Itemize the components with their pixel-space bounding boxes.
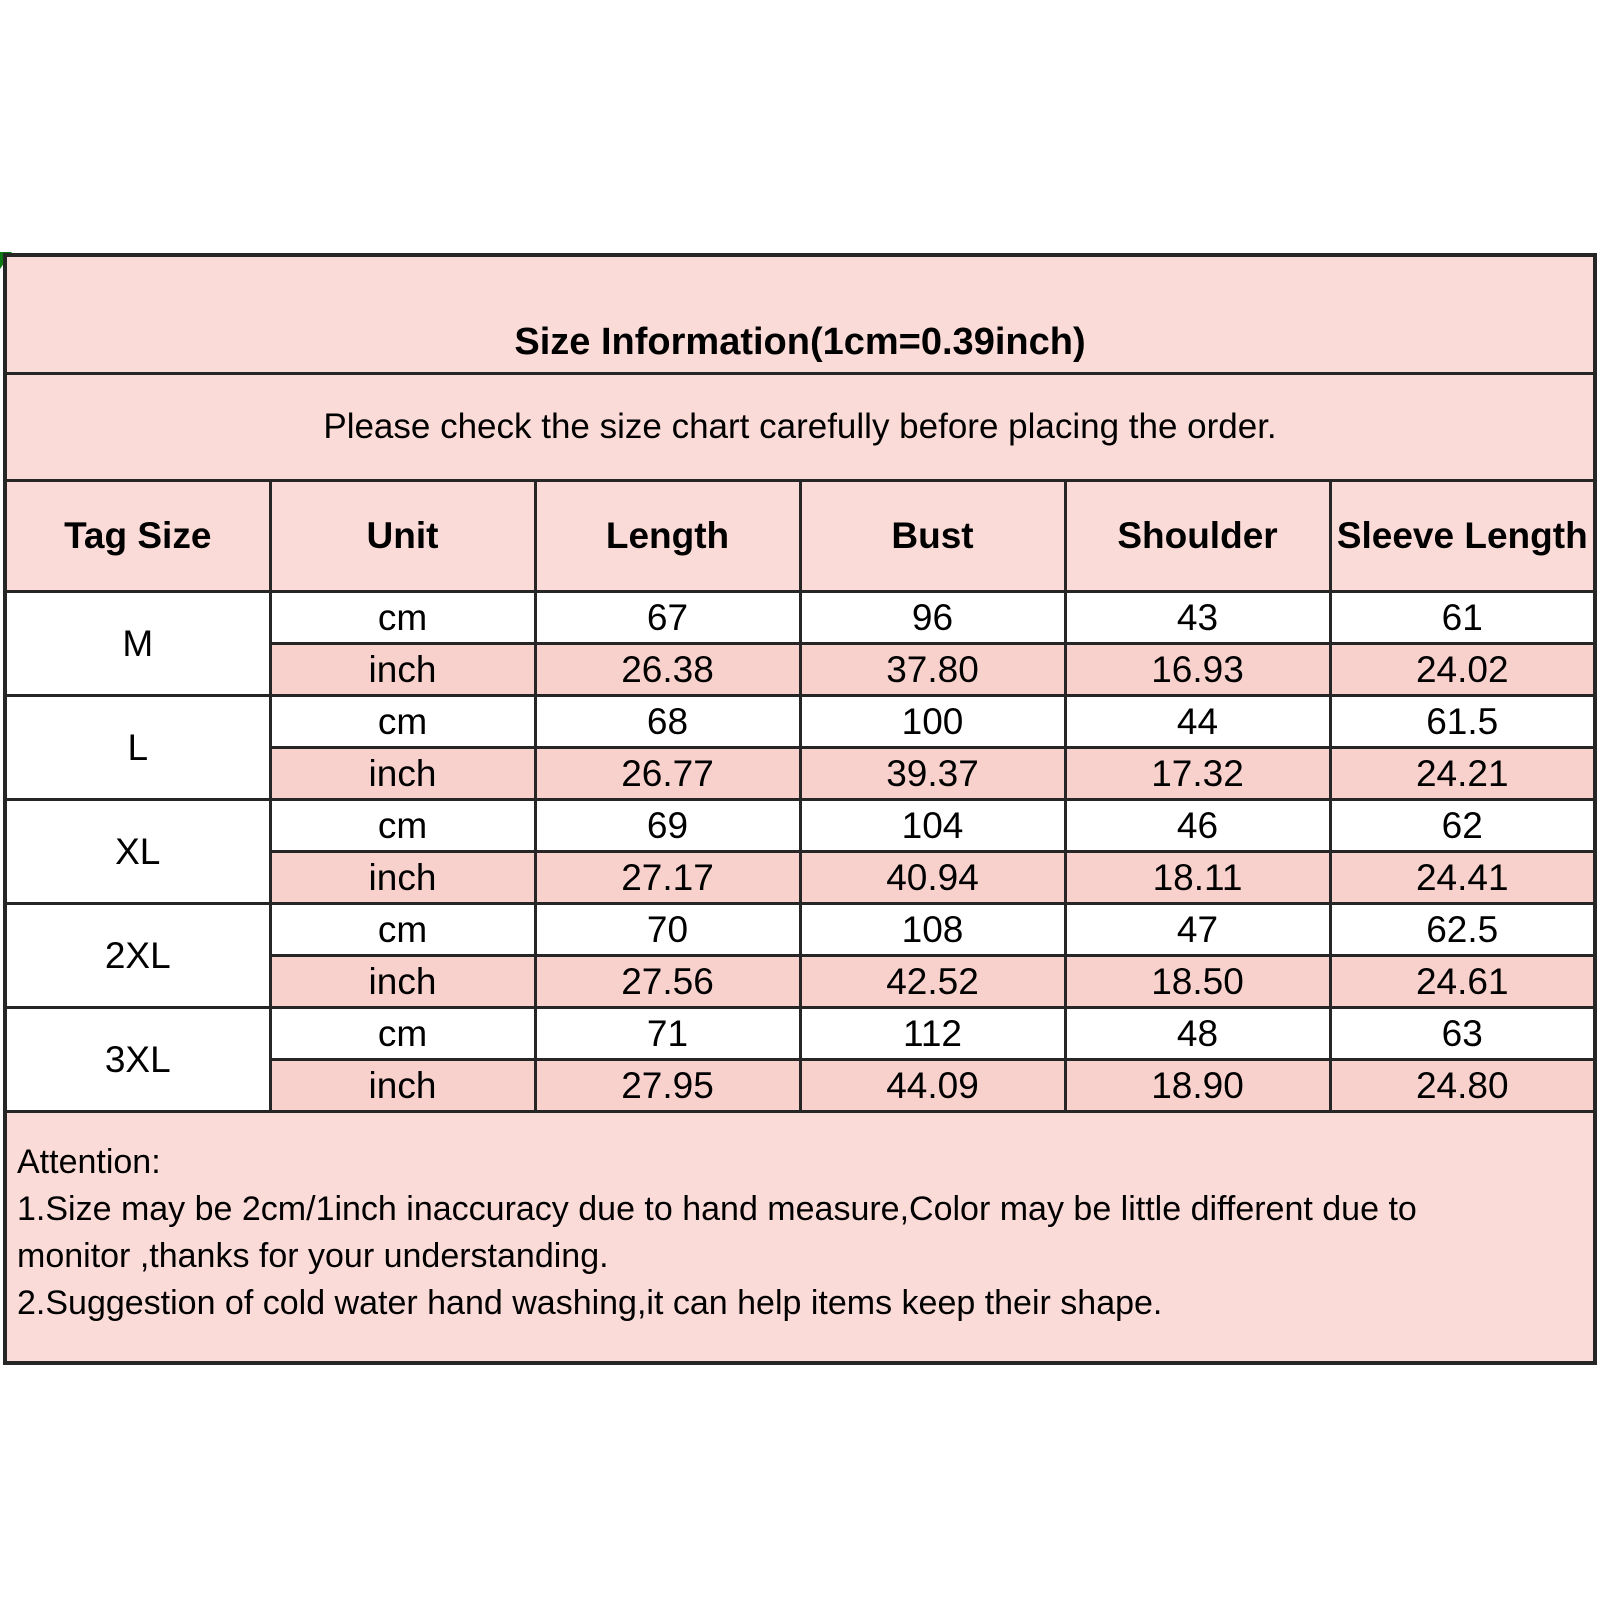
- value-cell: 24.61: [1328, 954, 1597, 1009]
- title-row: Size Information(1cm=0.39inch): [3, 253, 1597, 375]
- value-cell: 67: [533, 590, 802, 645]
- value-cell: 27.17: [533, 850, 802, 905]
- value-cell: 16.93: [1063, 642, 1332, 697]
- value-cell: 71: [533, 1006, 802, 1061]
- value-cell: 24.80: [1328, 1058, 1597, 1113]
- value-cell: 24.02: [1328, 642, 1597, 697]
- page-title: Size Information(1cm=0.39inch): [3, 253, 1597, 375]
- attention-row: Attention: 1.Size may be 2cm/1inch inacc…: [3, 1110, 1597, 1365]
- value-cell: 108: [798, 902, 1067, 957]
- value-cell: 26.38: [533, 642, 802, 697]
- value-cell: 47: [1063, 902, 1332, 957]
- value-cell: 27.56: [533, 954, 802, 1009]
- tag-size-cell: L: [3, 694, 272, 801]
- column-header-shoulder: Shoulder: [1063, 479, 1332, 593]
- unit-cell: cm: [268, 694, 537, 749]
- unit-cell: inch: [268, 746, 537, 801]
- value-cell: 24.21: [1328, 746, 1597, 801]
- value-cell: 42.52: [798, 954, 1067, 1009]
- table-row-xl-cm: XL cm 69 104 46 62: [3, 798, 1597, 905]
- table-row-3xl-inch: inch 27.95 44.09 18.90 24.80: [5, 1058, 1597, 1113]
- value-cell: 18.90: [1063, 1058, 1332, 1113]
- value-cell: 112: [798, 1006, 1067, 1061]
- value-cell: 70: [533, 902, 802, 957]
- value-cell: 18.11: [1063, 850, 1332, 905]
- subtitle-text: Please check the size chart carefully be…: [3, 372, 1597, 482]
- value-cell: 61.5: [1328, 694, 1597, 749]
- attention-note-2: 2.Suggestion of cold water hand washing,…: [17, 1284, 1163, 1322]
- unit-cell: inch: [268, 850, 537, 905]
- unit-cell: cm: [268, 902, 537, 957]
- unit-cell: inch: [268, 1058, 537, 1113]
- table-row-m-cm: M cm 67 96 43 61: [3, 590, 1597, 697]
- value-cell: 24.41: [1328, 850, 1597, 905]
- value-cell: 44: [1063, 694, 1332, 749]
- attention-note-1-cont: monitor ,thanks for your understanding.: [17, 1237, 609, 1275]
- column-header-length: Length: [533, 479, 802, 593]
- tag-size-cell: 3XL: [3, 1006, 272, 1113]
- value-cell: 27.95: [533, 1058, 802, 1113]
- value-cell: 43: [1063, 590, 1332, 645]
- table-row-3xl-cm: 3XL cm 71 112 48 63: [3, 1006, 1597, 1113]
- column-header-unit: Unit: [268, 479, 537, 593]
- tag-size-cell: M: [3, 590, 272, 697]
- value-cell: 44.09: [798, 1058, 1067, 1113]
- value-cell: 48: [1063, 1006, 1332, 1061]
- table-header-row: Tag Size Unit Length Bust Shoulder Sleev…: [3, 479, 1597, 593]
- subtitle-row: Please check the size chart carefully be…: [3, 372, 1597, 482]
- attention-block: Attention: 1.Size may be 2cm/1inch inacc…: [3, 1110, 1597, 1365]
- table-row-l-cm: L cm 68 100 44 61.5: [3, 694, 1597, 801]
- attention-note-1: 1.Size may be 2cm/1inch inaccuracy due t…: [17, 1190, 1417, 1228]
- value-cell: 46: [1063, 798, 1332, 853]
- table-row-2xl-inch: inch 27.56 42.52 18.50 24.61: [5, 954, 1597, 1009]
- table-row-2xl-cm: 2XL cm 70 108 47 62.5: [3, 902, 1597, 1009]
- value-cell: 100: [798, 694, 1067, 749]
- unit-cell: cm: [268, 590, 537, 645]
- size-table: Size Information(1cm=0.39inch) Please ch…: [3, 253, 1597, 1365]
- table-row-m-inch: inch 26.38 37.80 16.93 24.02: [5, 642, 1597, 697]
- unit-cell: inch: [268, 642, 537, 697]
- value-cell: 17.32: [1063, 746, 1332, 801]
- value-cell: 62.5: [1328, 902, 1597, 957]
- value-cell: 63: [1328, 1006, 1597, 1061]
- value-cell: 96: [798, 590, 1067, 645]
- value-cell: 104: [798, 798, 1067, 853]
- value-cell: 69: [533, 798, 802, 853]
- value-cell: 26.77: [533, 746, 802, 801]
- unit-cell: cm: [268, 798, 537, 853]
- value-cell: 62: [1328, 798, 1597, 853]
- unit-cell: cm: [268, 1006, 537, 1061]
- value-cell: 40.94: [798, 850, 1067, 905]
- value-cell: 37.80: [798, 642, 1067, 697]
- tag-size-cell: XL: [3, 798, 272, 905]
- column-header-sleeve-length: Sleeve Length: [1328, 479, 1597, 593]
- tag-size-cell: 2XL: [3, 902, 272, 1009]
- attention-heading: Attention:: [17, 1143, 161, 1181]
- table-row-xl-inch: inch 27.17 40.94 18.11 24.41: [5, 850, 1597, 905]
- value-cell: 18.50: [1063, 954, 1332, 1009]
- column-header-bust: Bust: [798, 479, 1067, 593]
- value-cell: 39.37: [798, 746, 1067, 801]
- size-chart-panel: Size Information(1cm=0.39inch) Please ch…: [3, 253, 1597, 1365]
- unit-cell: inch: [268, 954, 537, 1009]
- value-cell: 61: [1328, 590, 1597, 645]
- value-cell: 68: [533, 694, 802, 749]
- table-row-l-inch: inch 26.77 39.37 17.32 24.21: [5, 746, 1597, 801]
- column-header-tag-size: Tag Size: [3, 479, 272, 593]
